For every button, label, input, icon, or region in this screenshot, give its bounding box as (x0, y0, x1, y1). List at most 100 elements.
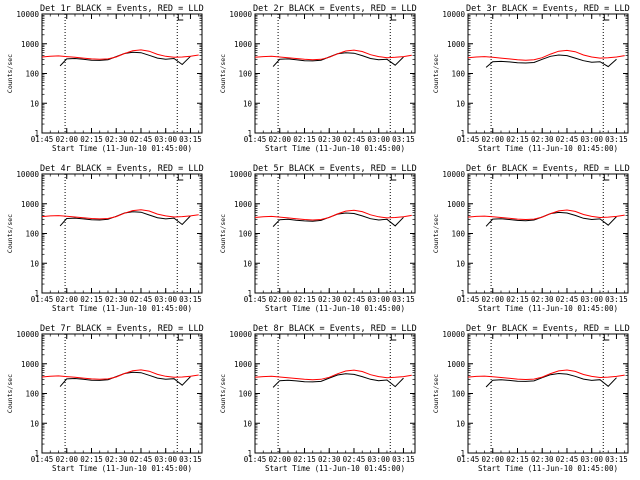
plot-frame (41, 173, 203, 294)
y-tick-label: 1000 (234, 40, 253, 49)
series-line-lld (41, 209, 199, 220)
x-tick-label: 02:15 (80, 135, 103, 144)
x-tick-label: 02:45 (130, 135, 153, 144)
x-tick-label: 03:15 (179, 455, 202, 464)
panel-title: Det 2r BLACK = Events, RED = LLD (253, 4, 417, 14)
x-tick-label: 02:45 (130, 455, 153, 464)
panel-title: Det 1r BLACK = Events, RED = LLD (40, 4, 204, 14)
y-tick-label: 10000 (229, 330, 252, 339)
y-tick-label: 10 (243, 419, 253, 428)
y-tick-label: 10000 (16, 330, 39, 339)
y-tick-label: 10000 (229, 170, 252, 179)
panel-title: Det 3r BLACK = Events, RED = LLD (466, 4, 630, 14)
bracket-marker (390, 14, 397, 21)
y-tick-label: 1000 (21, 360, 40, 369)
y-tick-label: 10 (456, 259, 466, 268)
y-tick-label: 100 (238, 70, 252, 79)
x-tick-label: 02:30 (531, 135, 554, 144)
y-tick-label: 10 (30, 419, 40, 428)
bracket-marker (603, 334, 610, 341)
x-tick-label: 02:00 (481, 455, 504, 464)
series-line-lld (254, 49, 412, 61)
panel-title: Det 4r BLACK = Events, RED = LLD (40, 164, 204, 174)
y-tick-label: 100 (451, 70, 465, 79)
x-tick-label: 02:45 (556, 295, 579, 304)
y-tick-label: 1000 (447, 200, 466, 209)
x-tick-label: 02:15 (506, 455, 529, 464)
y-tick-label: 1 (34, 129, 39, 138)
y-tick-label: 10000 (442, 330, 465, 339)
x-tick-label: 03:15 (392, 295, 415, 304)
y-tick-label: 1 (34, 449, 39, 458)
x-tick-label: 03:00 (580, 135, 603, 144)
series-line-lld (467, 369, 625, 381)
series-line-events (59, 371, 191, 387)
y-tick-label: 100 (25, 230, 39, 239)
series-line-lld (467, 209, 625, 221)
y-tick-label: 1 (247, 129, 252, 138)
x-tick-label: 02:15 (506, 135, 529, 144)
y-tick-label: 10000 (16, 10, 39, 19)
y-axis-label: Counts/sec (6, 374, 14, 413)
x-tick-label: 02:30 (105, 295, 128, 304)
y-tick-label: 100 (25, 70, 39, 79)
x-tick-label: 02:15 (506, 295, 529, 304)
x-tick-label: 03:00 (154, 455, 177, 464)
x-tick-label: 02:00 (55, 135, 78, 144)
x-tick-label: 01:45 (31, 455, 54, 464)
panel-2: Det 2r BLACK = Events, RED = LLD 1 10 100 10… (219, 4, 417, 153)
x-tick-label: 02:45 (343, 455, 366, 464)
y-tick-label: 1000 (234, 360, 253, 369)
panel-5: Det 5r BLACK = Events, RED = LLD 1 10 100 10… (219, 164, 417, 313)
x-tick-label: 03:15 (179, 135, 202, 144)
x-axis-label: Start Time (11-Jun-10 01:45:00) (478, 464, 618, 473)
y-tick-label: 10000 (16, 170, 39, 179)
x-tick-label: 02:15 (293, 295, 316, 304)
y-tick-label: 10000 (442, 170, 465, 179)
panel-6: Det 6r BLACK = Events, RED = LLD 1 10 100 10… (432, 164, 630, 313)
plot-frame (254, 173, 416, 294)
panel-9: Det 9r BLACK = Events, RED = LLD 1 10 100 10… (432, 324, 630, 473)
x-axis-label: Start Time (11-Jun-10 01:45:00) (265, 304, 405, 313)
x-tick-label: 02:30 (318, 295, 341, 304)
x-tick-label: 03:15 (392, 455, 415, 464)
series-line-events (272, 52, 404, 67)
y-tick-label: 1 (460, 289, 465, 298)
x-tick-label: 03:15 (179, 295, 202, 304)
x-tick-label: 01:45 (31, 135, 54, 144)
x-axis-label: Start Time (11-Jun-10 01:45:00) (52, 464, 192, 473)
x-tick-label: 01:45 (244, 455, 267, 464)
x-axis-label: Start Time (11-Jun-10 01:45:00) (478, 304, 618, 313)
y-tick-label: 1 (247, 289, 252, 298)
y-axis-label: Counts/sec (219, 374, 227, 413)
x-tick-label: 01:45 (457, 455, 480, 464)
x-tick-label: 02:00 (55, 455, 78, 464)
y-tick-label: 10 (30, 99, 40, 108)
panel-title: Det 8r BLACK = Events, RED = LLD (253, 324, 417, 334)
x-tick-label: 03:15 (392, 135, 415, 144)
y-axis-label: Counts/sec (432, 374, 440, 413)
x-tick-label: 02:15 (80, 295, 103, 304)
y-tick-label: 100 (238, 230, 252, 239)
panel-title: Det 5r BLACK = Events, RED = LLD (253, 164, 417, 174)
x-axis-label: Start Time (11-Jun-10 01:45:00) (52, 304, 192, 313)
plot-frame (41, 13, 203, 134)
x-axis-label: Start Time (11-Jun-10 01:45:00) (478, 144, 618, 153)
x-tick-label: 02:15 (80, 455, 103, 464)
x-tick-label: 03:00 (154, 295, 177, 304)
series-line-events (485, 211, 617, 227)
series-line-lld (254, 209, 412, 221)
y-tick-label: 1000 (447, 360, 466, 369)
x-tick-label: 03:00 (367, 455, 390, 464)
y-axis-label: Counts/sec (219, 54, 227, 93)
bracket-marker (177, 14, 184, 21)
x-tick-label: 02:45 (556, 455, 579, 464)
y-tick-label: 1000 (447, 40, 466, 49)
y-axis-label: Counts/sec (6, 54, 14, 93)
x-axis-label: Start Time (11-Jun-10 01:45:00) (52, 144, 192, 153)
y-tick-label: 1 (460, 449, 465, 458)
y-tick-label: 100 (25, 390, 39, 399)
plot-frame (254, 333, 416, 454)
x-tick-label: 02:30 (105, 455, 128, 464)
x-tick-label: 02:45 (130, 295, 153, 304)
